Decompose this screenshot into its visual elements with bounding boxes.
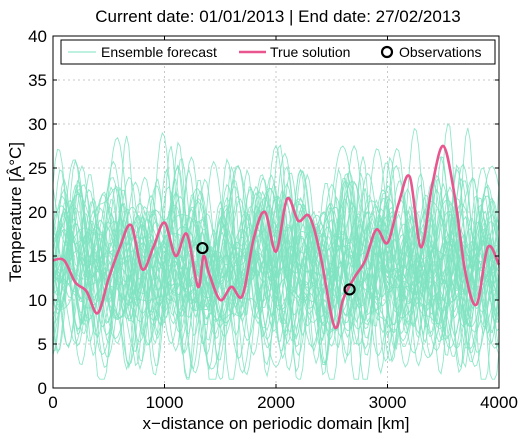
- legend-observations-label: Observations: [399, 44, 481, 60]
- y-tick-label: 25: [28, 159, 47, 178]
- true-solution: [52, 144, 501, 330]
- y-tick-label: 0: [38, 379, 47, 398]
- y-tick-label: 20: [28, 203, 47, 222]
- x-tick-label: 0: [48, 393, 57, 412]
- true-solution-line: [52, 144, 501, 330]
- legend-truth-label: True solution: [270, 44, 350, 60]
- ensemble-member-line: [52, 173, 500, 371]
- ensemble-member-line: [52, 156, 500, 380]
- ensemble-forecast: [52, 123, 500, 380]
- y-axis-ticks: 0 5 10 15 20 25 30 35 40: [28, 27, 499, 398]
- y-axis-label: Temperature [Â°C]: [6, 142, 25, 282]
- y-tick-label: 10: [28, 291, 47, 310]
- ensemble-member-line: [52, 156, 500, 365]
- y-tick-label: 5: [38, 335, 47, 354]
- ensemble-member-line: [52, 180, 500, 368]
- ensemble-member-line: [52, 148, 500, 380]
- x-tick-label: 2000: [257, 393, 295, 412]
- legend-ensemble-label: Ensemble forecast: [101, 44, 217, 60]
- x-axis-label: x−distance on periodic domain [km]: [143, 414, 410, 433]
- x-tick-label: 1000: [146, 393, 184, 412]
- legend: Ensemble forecast True solution Observat…: [60, 39, 496, 65]
- x-axis-ticks: 0 1000 2000 3000 4000: [48, 36, 518, 412]
- y-tick-label: 15: [28, 247, 47, 266]
- x-tick-label: 3000: [369, 393, 407, 412]
- observation-point: [343, 283, 356, 296]
- ensemble-member-line: [52, 164, 500, 371]
- observation-point: [196, 241, 209, 255]
- ensemble-member-line: [52, 159, 500, 380]
- legend-box: [60, 39, 496, 65]
- y-tick-label: 35: [28, 71, 47, 90]
- observations: [196, 241, 356, 296]
- ensemble-member-line: [53, 209, 500, 353]
- x-tick-label: 4000: [480, 393, 518, 412]
- chart-title: Current date: 01/01/2013 | End date: 27/…: [95, 7, 460, 26]
- y-tick-label: 30: [28, 115, 47, 134]
- y-tick-label: 40: [28, 27, 47, 46]
- legend-observation-marker: [380, 45, 394, 59]
